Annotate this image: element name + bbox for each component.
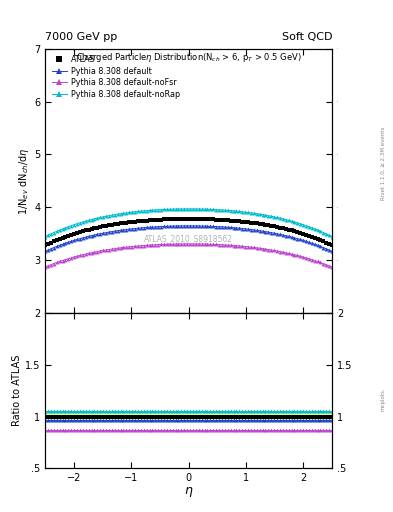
Legend: ATLAS, Pythia 8.308 default, Pythia 8.308 default-noFsr, Pythia 8.308 default-no: ATLAS, Pythia 8.308 default, Pythia 8.30… (52, 55, 180, 99)
Text: Charged Particle$\eta$ Distribution(N$_{ch}$ > 6, p$_{T}$ > 0.5 GeV): Charged Particle$\eta$ Distribution(N$_{… (76, 51, 301, 65)
Text: Soft QCD: Soft QCD (282, 32, 332, 42)
Y-axis label: Ratio to ATLAS: Ratio to ATLAS (12, 355, 22, 426)
Text: 7000 GeV pp: 7000 GeV pp (45, 32, 118, 42)
Text: mcplots.: mcplots. (381, 388, 386, 411)
Text: ATLAS_2010_S8918562: ATLAS_2010_S8918562 (144, 234, 233, 244)
X-axis label: $\eta$: $\eta$ (184, 485, 193, 499)
Text: Rivet 1.1.0, ≥ 2.3M events: Rivet 1.1.0, ≥ 2.3M events (381, 127, 386, 201)
Y-axis label: 1/N$_{ev}$ dN$_{ch}$/d$\eta$: 1/N$_{ev}$ dN$_{ch}$/d$\eta$ (17, 147, 31, 215)
